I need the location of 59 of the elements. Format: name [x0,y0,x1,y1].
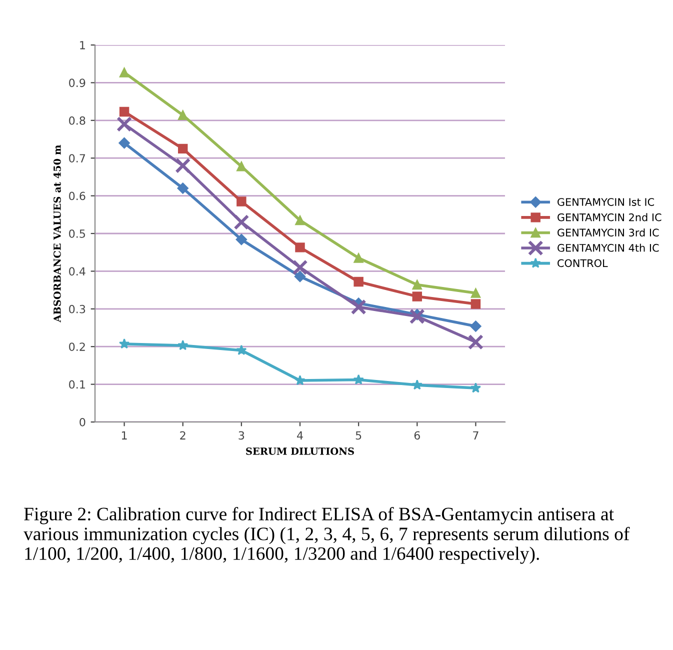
point [412,380,422,390]
point [236,162,246,172]
y-tick-label: 0.3 [69,304,86,314]
y-tick-label: 0 [80,418,86,426]
point [236,196,246,206]
y-tick-label: 0.9 [69,78,86,88]
x-tick-label: 3 [238,431,244,440]
point [409,308,425,324]
legend-label: GENTAMYCIN Ist IC [558,198,654,206]
y-tick-label: 0.8 [69,116,86,125]
y-tick-label: 0.1 [69,380,85,389]
point [178,144,188,154]
point [468,334,484,350]
point [234,214,250,230]
point [118,137,130,149]
point [412,292,422,302]
point [295,242,305,252]
x-tick-label: 5 [356,431,362,440]
point [292,260,308,276]
point [294,270,306,282]
legend-label: GENTAMYCIN 3rd IC [558,228,659,237]
point [354,253,364,263]
point [118,338,130,349]
y-axis-title: ABSORBANCE VALUES at 450 m [54,144,61,322]
y-tick-label: 0.2 [69,342,85,351]
legend-label: GENTAMYCIN 2nd IC [558,213,662,222]
x-tick-label: 2 [180,431,186,440]
point [470,288,481,298]
x-tick-label: 4 [297,431,303,440]
y-tick-label: 0.7 [69,154,86,162]
x-tick-label: 1 [122,431,127,440]
point [470,382,482,393]
legend-label: CONTROL [558,259,608,268]
x-tick-label: 7 [473,431,478,440]
y-tick-label: 0.5 [69,229,85,238]
x-axis-title: SERUM DILUTIONS [246,448,354,455]
y-tick-label: 1 [80,41,85,50]
point [116,116,132,132]
point [350,299,366,315]
point [178,340,188,350]
point [412,280,422,290]
point [236,344,247,355]
legend-label: GENTAMYCIN 4th IC [558,244,659,252]
point [236,234,248,246]
x-tick-label: 6 [414,431,420,440]
point [119,68,130,78]
point [470,299,481,309]
y-tick-label: 0.6 [69,192,86,200]
point [294,374,306,386]
point [178,110,188,120]
point [119,106,130,117]
point [175,158,191,174]
point [470,320,482,332]
point [177,182,188,194]
point [353,374,364,384]
caption: Figure 2: Calibration curve for Indirect ELISA of BSA-Gentamycin antisera at various immunization cycles (IC) (1, 2, 3, 4, 5, 6, 7 represents serum dilutions of 1/100, 1/200, 1/400, 1/800, 1/1600, 1/3200 and 1/6400 respectively). [24,507,630,564]
point [354,276,364,287]
y-tick-label: 0.4 [69,267,86,276]
point [295,215,305,226]
